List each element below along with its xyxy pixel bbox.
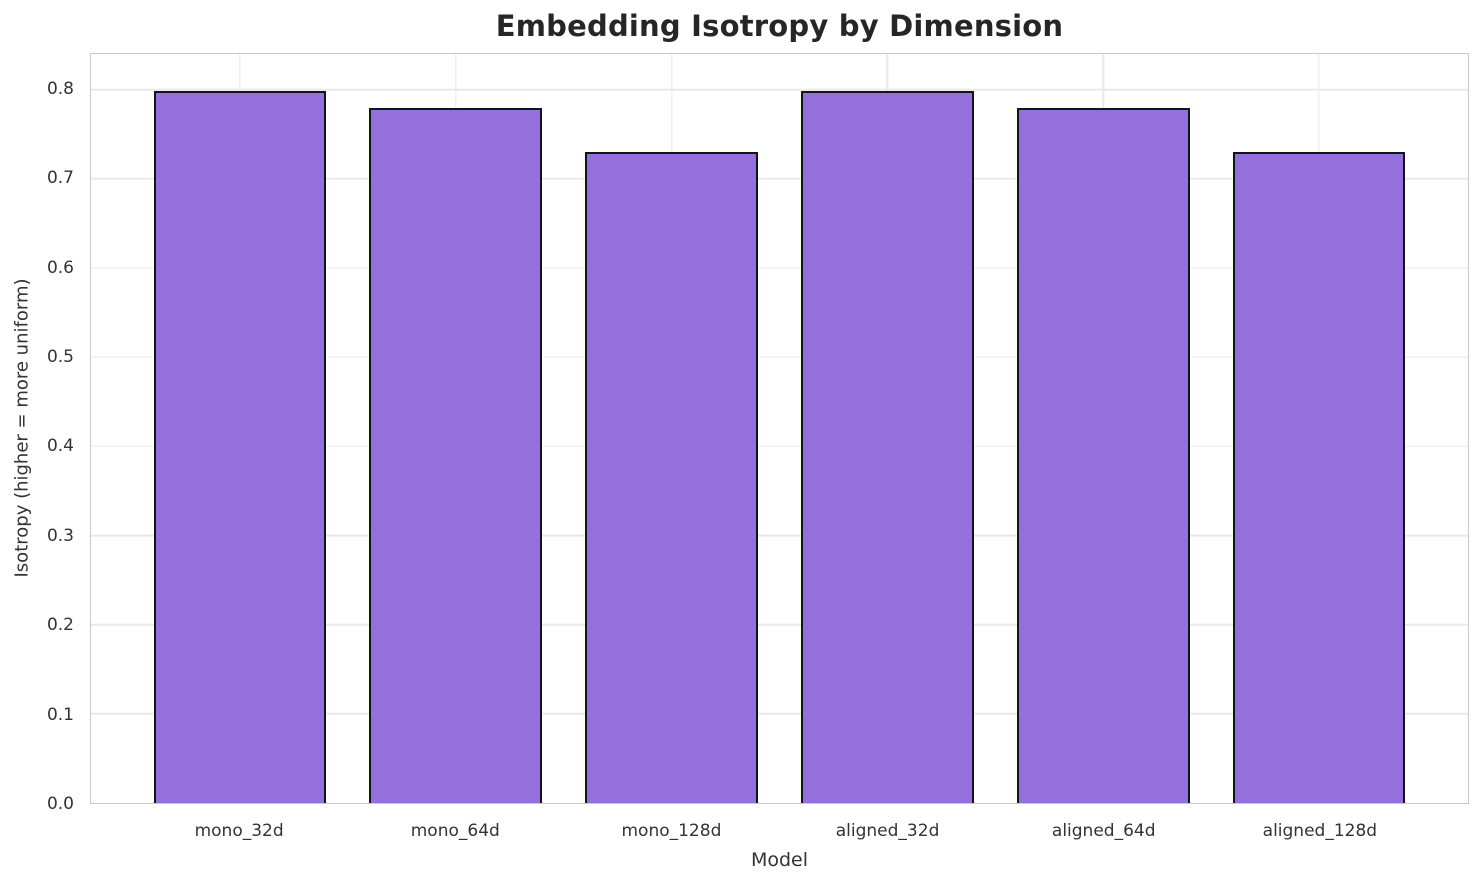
bar-mono_32d — [153, 91, 327, 803]
y-tick-label: 0.7 — [46, 168, 74, 189]
y-tick-label: 0.3 — [46, 525, 74, 546]
bar-mono_128d — [585, 152, 758, 803]
plot-area — [90, 53, 1469, 804]
x-tick-label: mono_64d — [410, 821, 500, 841]
gridline-horizontal — [91, 356, 1468, 358]
y-tick-label: 0.0 — [46, 794, 74, 814]
y-tick-label: 0.2 — [46, 615, 74, 636]
y-tick-label: 0.6 — [46, 257, 74, 278]
x-tick-label: aligned_128d — [1262, 821, 1378, 841]
y-tick-label: 0.5 — [46, 346, 74, 367]
bar-aligned_64d — [1016, 108, 1190, 803]
x-tick-label: mono_128d — [621, 821, 722, 841]
y-tick-label: 0.4 — [46, 436, 74, 457]
gridline-horizontal — [91, 713, 1468, 715]
y-tick-label: 0.8 — [46, 78, 74, 99]
y-tick-labels: 0.0 0.1 0.2 0.3 0.4 0.5 0.6 0.7 0.8 — [0, 53, 82, 814]
bar-aligned_128d — [1232, 152, 1406, 803]
x-tick-labels: mono_32d mono_64d mono_128d aligned_32d alig… — [90, 803, 1469, 848]
gridline-horizontal — [91, 88, 1468, 91]
x-tick-label: aligned_64d — [1051, 821, 1156, 841]
x-tick-label: mono_32d — [194, 821, 284, 841]
gridline-horizontal — [91, 623, 1468, 626]
y-tick-label: 0.1 — [46, 704, 74, 725]
gridline-horizontal — [91, 534, 1468, 537]
x-tick-label: aligned_32d — [835, 821, 940, 841]
bar-aligned_32d — [801, 91, 974, 803]
gridline-horizontal — [91, 445, 1468, 448]
bar-mono_64d — [369, 108, 543, 803]
chart-title: Embedding Isotropy by Dimension — [495, 9, 1064, 43]
gridline-horizontal — [91, 178, 1468, 180]
x-axis-label: Model — [750, 849, 809, 871]
gridline-horizontal — [91, 267, 1468, 269]
